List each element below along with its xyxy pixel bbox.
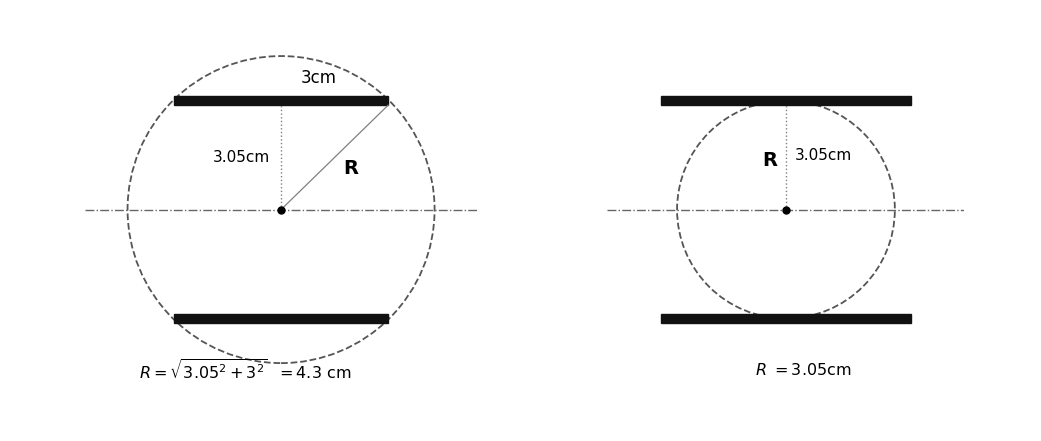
Bar <box>174 96 388 105</box>
Text: 3.05cm: 3.05cm <box>213 150 271 165</box>
Text: $R = \sqrt{3.05^2 + 3^2}$$\ \ = 4.3\ \mathrm{cm}$: $R = \sqrt{3.05^2 + 3^2}$$\ \ = 4.3\ \ma… <box>139 358 352 382</box>
Text: 3cm: 3cm <box>301 69 336 87</box>
Text: 3.05cm: 3.05cm <box>795 148 853 163</box>
Bar <box>174 314 388 323</box>
Text: $R\ =3.05\mathrm{cm}$: $R\ =3.05\mathrm{cm}$ <box>756 362 853 378</box>
Text: R: R <box>762 151 777 170</box>
Bar <box>661 314 911 323</box>
Text: R: R <box>344 159 358 178</box>
Bar <box>661 96 911 105</box>
